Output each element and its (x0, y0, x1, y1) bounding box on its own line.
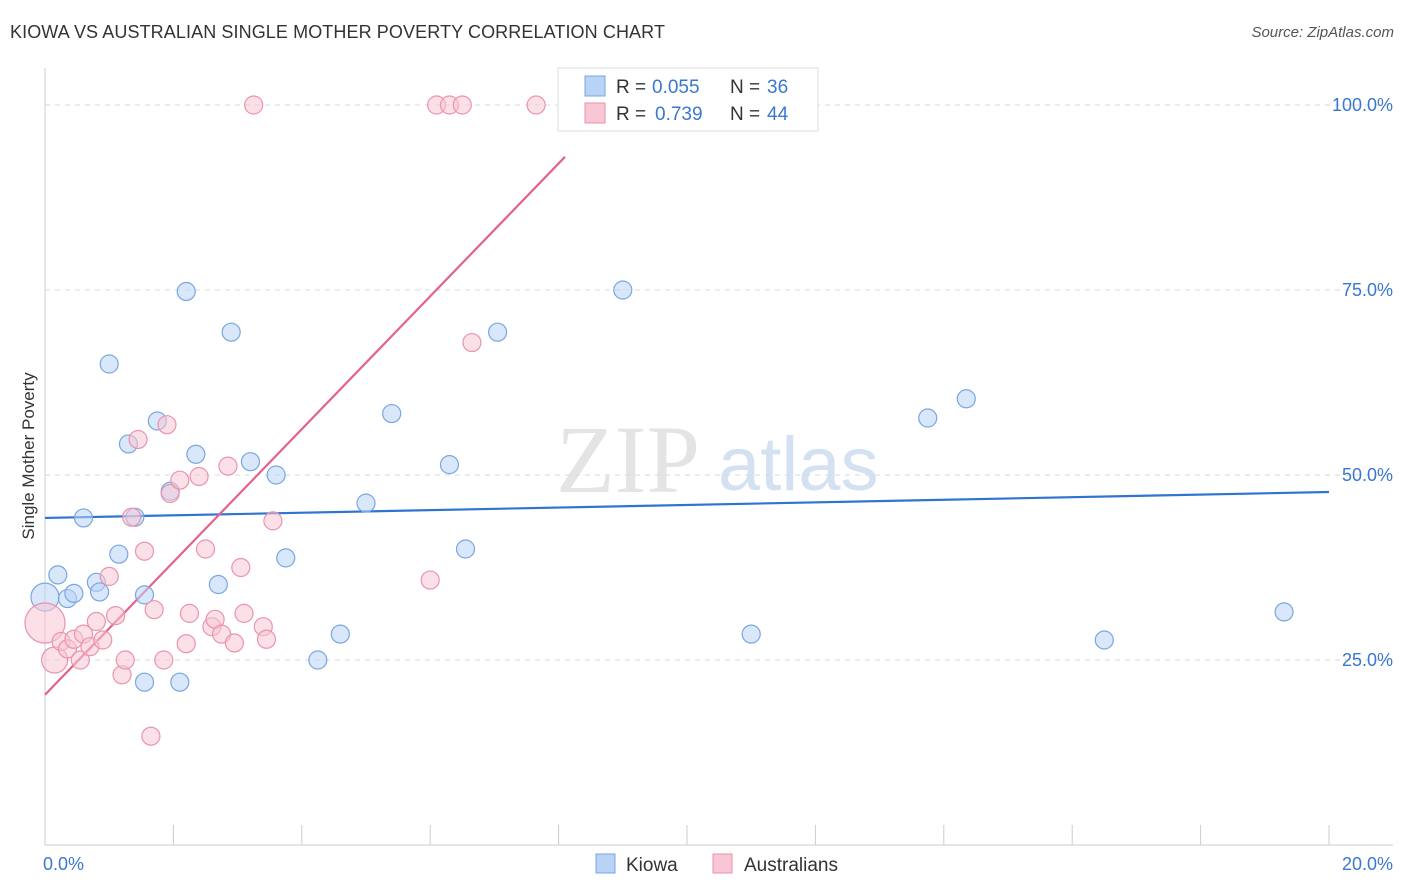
watermark-atlas: atlas (718, 422, 879, 507)
scatter-point-kiowa (89, 582, 110, 602)
scatter-point-aus (106, 605, 126, 626)
scatter-point-aus (154, 650, 174, 670)
scatter-point-aus (244, 95, 264, 115)
stats-legend-n-label-aus: N = (730, 104, 765, 125)
scatter-point-kiowa (382, 403, 402, 424)
scatter-point-kiowa (134, 672, 155, 692)
scatter-point-aus (256, 629, 277, 649)
scatter-point-aus (128, 429, 148, 450)
trend-layer (44, 156, 1330, 696)
scatter-point-aus (234, 603, 254, 623)
scatter-point-kiowa (186, 444, 206, 464)
stats-legend-n-value-aus: 44 (767, 104, 789, 125)
scatter-point-aus (176, 634, 196, 654)
scatter-point-kiowa (356, 493, 376, 513)
y-tick-label: 50.0% (1342, 465, 1393, 485)
scatter-point-kiowa (439, 455, 460, 475)
scatter-point-aus (122, 507, 142, 527)
stats-legend-n-label-kiowa: N = (730, 77, 765, 98)
stats-legend-swatch-kiowa (584, 75, 606, 97)
scatter-point-aus (134, 541, 155, 561)
stats-legend-r-label-kiowa: R = (616, 77, 651, 98)
axis-layer: Single Mother Poverty 0.0% 20.0% (19, 68, 1393, 874)
y-axis-title: Single Mother Poverty (19, 372, 38, 540)
scatter-point-kiowa (221, 322, 241, 342)
scatter-point-aus (218, 456, 238, 476)
scatter-point-aus (160, 483, 180, 504)
scatter-point-aus (462, 332, 482, 353)
stats-legend-r-label-aus: R = (616, 104, 651, 125)
series-legend: Kiowa Australians (595, 853, 838, 876)
scatter-point-kiowa (176, 281, 196, 302)
stats-legend-n-value-kiowa: 36 (767, 77, 788, 98)
scatter-point-aus (189, 466, 209, 487)
scatter-point-kiowa (1274, 602, 1294, 622)
scatter-point-aus (224, 633, 244, 653)
trend-line-kiowa (44, 490, 1330, 520)
scatter-point-kiowa (109, 544, 129, 564)
scatter-point-aus (144, 600, 164, 620)
scatter-point-aus (70, 650, 90, 670)
scatter-point-aus (263, 511, 283, 531)
series-legend-swatch-aus (712, 853, 733, 874)
scatter-point-aus (170, 470, 190, 490)
scatter-point-kiowa (956, 389, 976, 409)
scatter-point-kiowa (240, 452, 261, 472)
x-tick-label: 0.0% (43, 854, 84, 874)
scatter-point-aus (115, 650, 135, 670)
scatter-point-aus (179, 603, 200, 623)
scatter-point-kiowa (99, 354, 119, 374)
scatter-point-aus (86, 611, 106, 632)
scatter-point-kiowa (134, 585, 155, 605)
grid-layer: 25.0% 50.0% 75.0% 100.0% (45, 95, 1393, 670)
y-tick-label: 75.0% (1342, 280, 1393, 300)
scatter-point-kiowa (208, 574, 228, 595)
scatter-point-kiowa (170, 672, 190, 692)
stats-legend: R = 0.055 N = 36 R = 0.739 N = 44 (557, 67, 819, 132)
scatter-point-kiowa (64, 583, 84, 604)
y-tick-label: 100.0% (1332, 95, 1393, 115)
watermark-zip: ZIP (556, 406, 700, 513)
chart-source: Source: ZipAtlas.com (1251, 24, 1394, 41)
watermark: ZIP atlas (556, 406, 879, 513)
scatter-point-kiowa (330, 624, 350, 644)
series-legend-swatch-kiowa (595, 853, 616, 874)
scatter-point-kiowa (1094, 630, 1114, 650)
stats-legend-swatch-aus (584, 102, 606, 124)
scatter-point-aus (420, 570, 440, 590)
scatter-point-kiowa (488, 322, 508, 342)
scatter-point-kiowa (48, 565, 68, 585)
series-legend-label-aus: Australians (744, 855, 838, 876)
points-layer (24, 95, 1294, 746)
scatter-point-aus (24, 602, 66, 644)
scatter-point-aus (93, 630, 113, 650)
scatter-point-kiowa (455, 539, 476, 559)
trend-line-aus (44, 156, 566, 696)
scatter-point-aus (99, 566, 119, 586)
scatter-point-aus (231, 557, 251, 578)
scatter-point-aus (452, 95, 472, 115)
y-tick-label: 25.0% (1342, 650, 1393, 670)
stats-legend-r-value-aus: 0.739 (655, 104, 703, 125)
scatter-point-aus (141, 726, 161, 746)
scatter-point-kiowa (741, 624, 761, 644)
scatter-point-aus (526, 95, 546, 115)
scatter-point-kiowa (918, 408, 938, 428)
scatter-point-aus (157, 415, 177, 435)
x-tick-label: 20.0% (1342, 854, 1393, 874)
series-legend-label-kiowa: Kiowa (626, 855, 678, 876)
scatter-point-aus (195, 539, 216, 559)
scatter-point-kiowa (276, 548, 296, 568)
scatter-point-kiowa (308, 650, 328, 670)
stats-legend-r-value-kiowa: 0.055 (652, 77, 700, 98)
scatter-point-kiowa (266, 465, 286, 485)
chart-title: KIOWA VS AUSTRALIAN SINGLE MOTHER POVERT… (10, 22, 666, 42)
scatter-point-kiowa (73, 508, 94, 528)
scatter-point-kiowa (613, 280, 633, 300)
